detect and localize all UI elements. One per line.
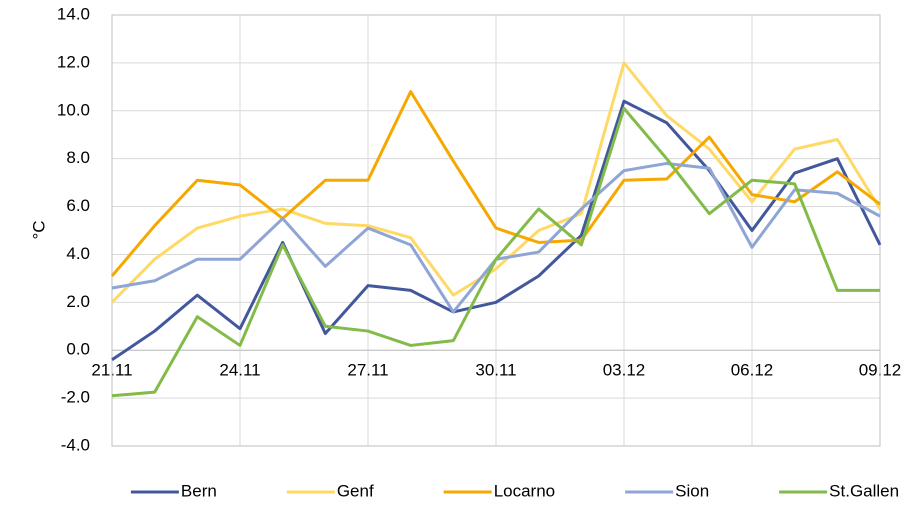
x-tick-label: 24.11 [219,361,260,380]
y-tick-label: 8.0 [66,148,90,167]
x-tick-label: 27.11 [347,361,388,380]
x-tick-label: 30.11 [475,361,516,380]
x-tick-label: 03.12 [603,361,646,380]
x-tick-label: 06.12 [731,361,774,380]
plot-border [111,14,881,447]
legend-label: Genf [337,481,374,500]
series-line [110,90,881,277]
series-line [111,106,880,398]
legend-label: Locarno [494,481,555,500]
series-line [110,61,882,304]
y-tick-label: -4.0 [61,435,90,454]
y-tick-label: 6.0 [66,196,90,215]
legend-label: St.Gallen [829,481,899,500]
y-tick-label: 12.0 [57,52,90,71]
y-tick-label: 10.0 [57,100,90,119]
y-axis-label: °C [29,220,48,239]
series-line [111,99,882,362]
y-tick-label: -2.0 [61,388,90,407]
y-tick-label: 14.0 [57,4,90,23]
y-tick-label: 2.0 [66,292,90,311]
y-tick-label: 0.0 [66,340,90,359]
y-tick-label: 4.0 [66,244,90,263]
legend-label: Sion [675,481,709,500]
legend-label: Bern [181,481,217,500]
